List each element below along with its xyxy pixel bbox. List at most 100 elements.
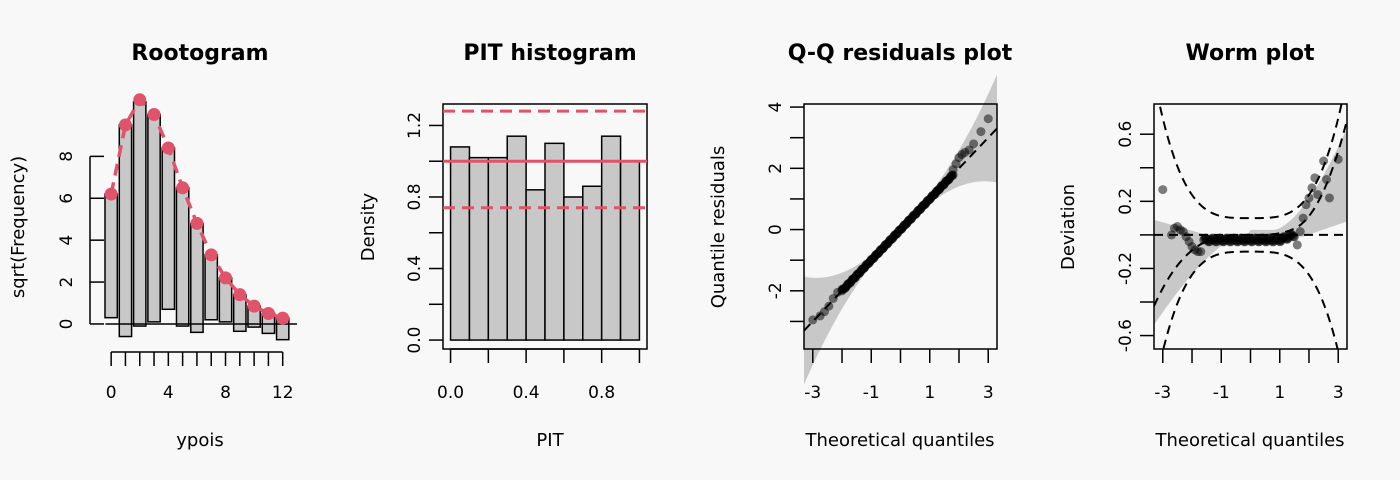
rootogram-y-tick-label: 4	[57, 235, 77, 246]
pit-bar	[449, 146, 471, 341]
rootogram-bar	[190, 222, 204, 334]
pit-bar	[582, 185, 603, 341]
worm-point	[1292, 240, 1302, 250]
worm-point	[1167, 230, 1177, 240]
pit-y-tick-label: 0.0	[405, 327, 425, 354]
rootogram-bar	[147, 113, 161, 323]
rootogram-bar	[204, 254, 219, 321]
rootogram-x-tick-label: 12	[272, 383, 294, 403]
pit-bar	[506, 135, 527, 341]
rootogram-bar	[161, 147, 176, 311]
rootogram-expected-point	[161, 141, 175, 155]
worm-trend-line	[1154, 119, 1347, 307]
worm-upper-envelope	[1158, 104, 1343, 220]
worm-panel: Worm plot Theoretical quantiles Deviatio…	[1058, 41, 1348, 451]
worm-point	[1313, 190, 1323, 200]
worm-y-tick-label: 0.2	[1116, 188, 1136, 215]
worm-point	[1322, 175, 1332, 185]
worm-point	[1319, 156, 1329, 166]
worm-x-tick-label: 3	[1333, 383, 1344, 403]
rootogram-x-tick-label: 8	[220, 383, 231, 403]
pit-x-tick-label: 0.8	[588, 383, 615, 403]
rootogram-x-tick-label: 0	[106, 383, 117, 403]
rootogram-expected-point	[104, 187, 118, 201]
pit-x-tick-label: 0.0	[437, 383, 464, 403]
rootogram-x-tick-label: 4	[163, 383, 174, 403]
worm-confidence-band	[1154, 128, 1347, 325]
worm-xlabel: Theoretical quantiles	[1154, 430, 1344, 451]
worm-point	[1304, 193, 1314, 203]
qq-x-tick-label: -3	[804, 383, 821, 403]
pit-bar	[487, 156, 508, 341]
pit-bar	[468, 156, 490, 341]
qq-y-tick-label: 4	[766, 102, 786, 113]
qq-x-tick-label: -1	[863, 383, 880, 403]
qq-title: Q-Q residuals plot	[788, 41, 1013, 66]
pit-bar	[525, 189, 546, 341]
worm-lower-envelope	[1162, 250, 1339, 349]
qq-y-tick-label: 2	[766, 163, 786, 174]
pit-bar	[619, 160, 641, 341]
rootogram-expected-point	[204, 248, 218, 262]
rootogram-y-tick-label: 8	[57, 151, 77, 162]
worm-point	[1298, 213, 1308, 223]
worm-point	[1196, 247, 1206, 257]
qq-ylabel: Quantile residuals	[708, 146, 729, 309]
worm-x-tick-label: -1	[1213, 383, 1230, 403]
rootogram-panel: Rootogram ypois sqrt(Frequency) 0 2 4 6 8 0 4 8…	[8, 41, 297, 451]
worm-y-tick-label: -0.2	[1116, 252, 1136, 285]
pit-bar	[600, 135, 622, 341]
worm-point	[1295, 227, 1305, 237]
worm-y-tick-label: 0.6	[1116, 121, 1136, 148]
pit-xlabel: PIT	[536, 430, 564, 451]
pit-ylabel: Density	[358, 192, 379, 261]
rootogram-expected-point	[147, 107, 161, 121]
rootogram-expected-point	[276, 311, 290, 325]
worm-x-tick-label: 1	[1274, 383, 1285, 403]
qq-point	[837, 284, 847, 294]
rootogram-y-tick-label: 2	[57, 277, 77, 288]
rootogram-expected-point	[233, 288, 247, 302]
pit-x-tick-label: 0.4	[513, 383, 540, 403]
pit-histogram-panel: PIT histogram PIT Density 0.0 0.4 0.8 1.2 0.…	[358, 41, 648, 451]
worm-title: Worm plot	[1186, 41, 1315, 66]
qq-x-tick-label: 1	[924, 383, 935, 403]
qq-y-tick-label: -2	[766, 282, 786, 299]
worm-y-tick-label: -0.6	[1116, 319, 1136, 352]
pit-y-tick-label: 0.8	[405, 183, 425, 210]
pit-bar	[544, 142, 565, 341]
worm-plot-area	[1154, 104, 1347, 349]
rootogram-expected-point	[118, 118, 132, 132]
worm-point	[1289, 232, 1299, 242]
rootogram-xlabel: ypois	[176, 430, 223, 451]
qq-point	[969, 139, 979, 149]
worm-point	[1158, 185, 1168, 195]
qq-xlabel: Theoretical quantiles	[804, 430, 994, 451]
rootogram-y-tick-label: 0	[57, 319, 77, 330]
rootogram-bar	[132, 101, 147, 327]
qq-panel: Q-Q residuals plot Theoretical quantiles…	[708, 41, 1013, 451]
rootogram-expected-point	[261, 306, 275, 320]
rootogram-expected-point	[219, 271, 233, 285]
worm-point	[1310, 173, 1320, 183]
qq-reference-line	[803, 127, 998, 332]
rootogram-bar	[118, 124, 133, 338]
worm-x-tick-label: -3	[1154, 383, 1171, 403]
worm-point	[1333, 154, 1343, 164]
worm-point	[1324, 193, 1334, 203]
rootogram-bar	[175, 187, 190, 327]
rootogram-ylabel: sqrt(Frequency)	[8, 156, 29, 298]
worm-ylabel: Deviation	[1058, 184, 1079, 270]
rootogram-bar	[104, 193, 119, 319]
rootogram-y-tick-label: 6	[57, 193, 77, 204]
worm-point	[1307, 183, 1317, 193]
qq-point	[983, 114, 993, 124]
qq-point	[976, 127, 986, 137]
rootogram-title: Rootogram	[131, 41, 268, 66]
qq-y-tick-label: 0	[766, 224, 786, 235]
pit-title: PIT histogram	[463, 41, 636, 66]
rootogram-expected-point	[176, 181, 190, 195]
pit-y-tick-label: 1.2	[405, 112, 425, 139]
worm-point	[1301, 200, 1311, 210]
